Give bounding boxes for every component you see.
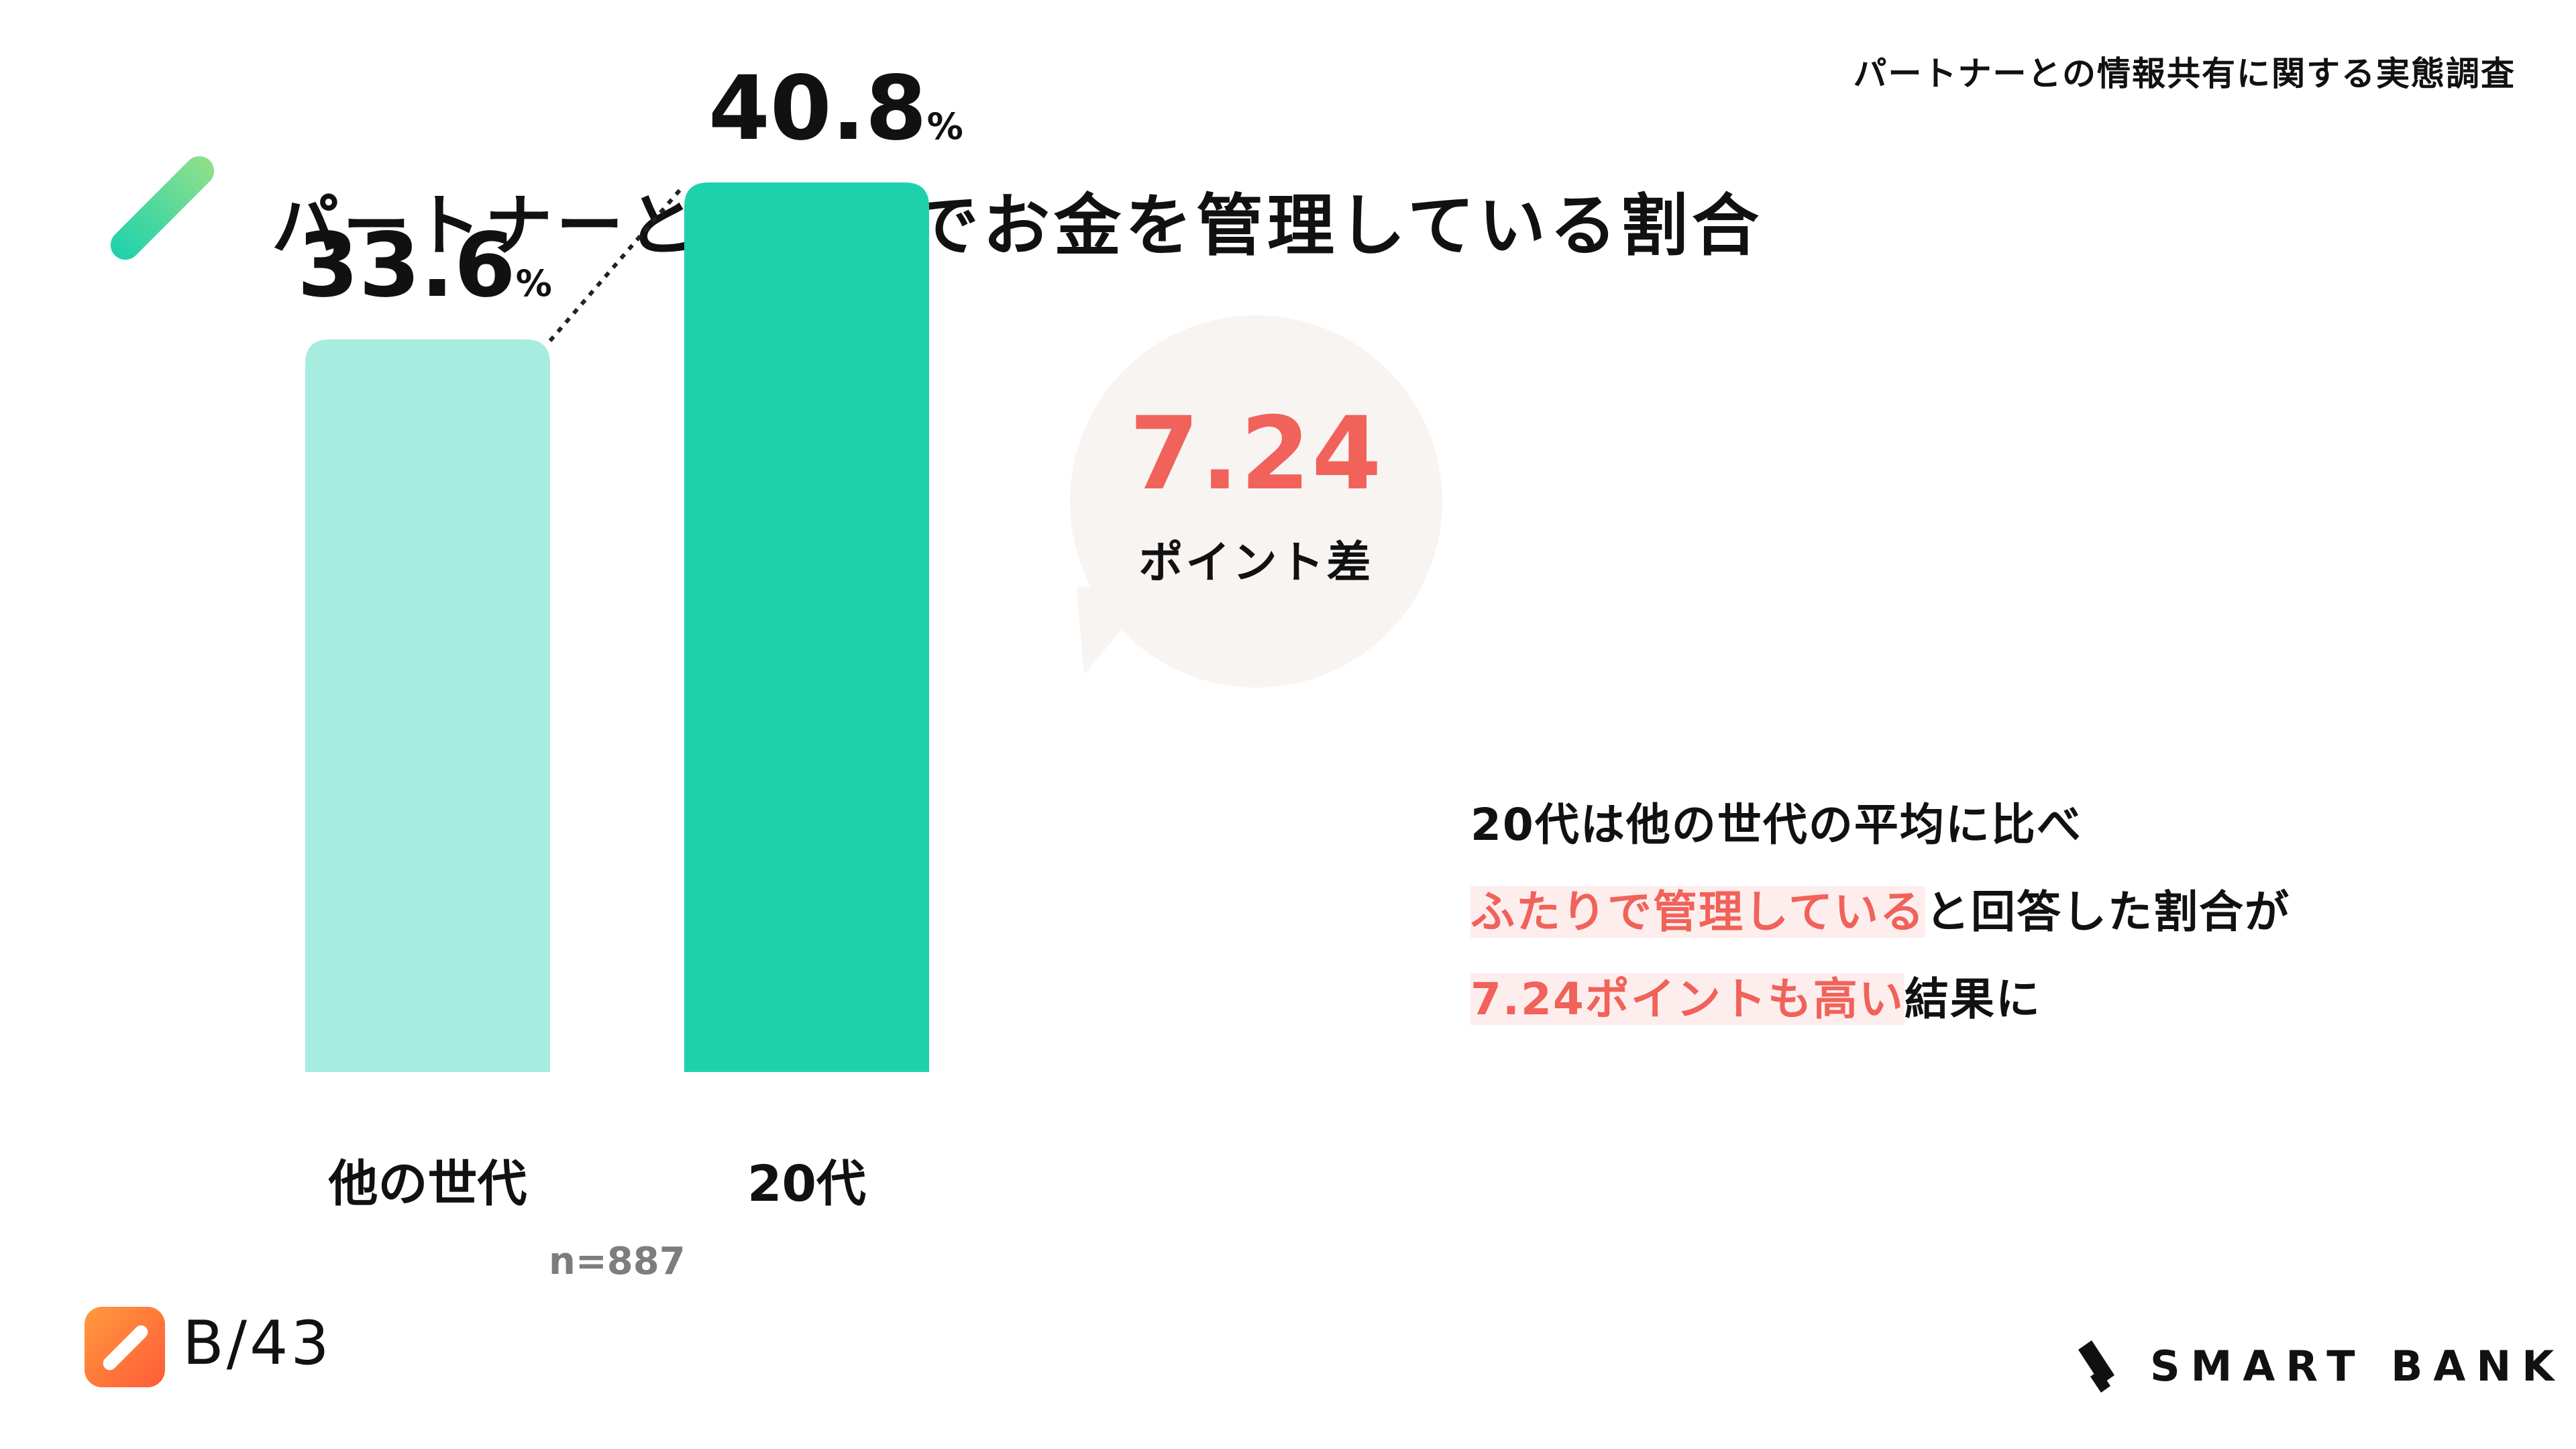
note-line-2: ふたりで管理していると回答した割合が <box>1470 879 2290 946</box>
difference-label: ポイント差 <box>1138 537 1374 588</box>
sample-size: n=887 <box>549 1240 686 1283</box>
difference-value: 7.24 <box>1129 396 1383 513</box>
bubble-tail <box>1076 580 1171 675</box>
survey-subtitle: パートナーとの情報共有に関する実態調査 <box>1853 54 2516 93</box>
bar-other-generations <box>305 339 550 1072</box>
note-line-2-text: と回答した割合が <box>1925 886 2291 938</box>
difference-connector <box>548 185 685 342</box>
b43-app-icon <box>85 1307 165 1387</box>
note-line-1: 20代は他の世代の平均に比べ <box>1470 792 2082 859</box>
note-line-3: 7.24ポイントも高い結果に <box>1470 966 2041 1033</box>
category-label: 他の世代 <box>328 1155 527 1213</box>
note-line-1-text: 20代は他の世代の平均に比べ <box>1470 799 2082 851</box>
smartbank-logo-text: SMART BANK <box>2150 1342 2565 1391</box>
note-highlight-1: ふたりで管理している <box>1470 886 1926 938</box>
b43-logo-text: B/43 <box>182 1308 332 1379</box>
note-line-3-text: 結果に <box>1904 973 2041 1025</box>
category-label: 20代 <box>747 1155 866 1213</box>
note-highlight-2: 7.24ポイントも高い <box>1470 973 1904 1025</box>
page-title: パートナーとふたりでお金を管理している割合 <box>272 186 1763 265</box>
difference-bubble <box>1070 315 1442 688</box>
bar-value-label: 33.6% <box>297 214 552 317</box>
bar-value-label: 40.8% <box>708 57 963 160</box>
smartbank-logo-icon <box>2078 1340 2114 1393</box>
bar-20s <box>684 182 929 1072</box>
